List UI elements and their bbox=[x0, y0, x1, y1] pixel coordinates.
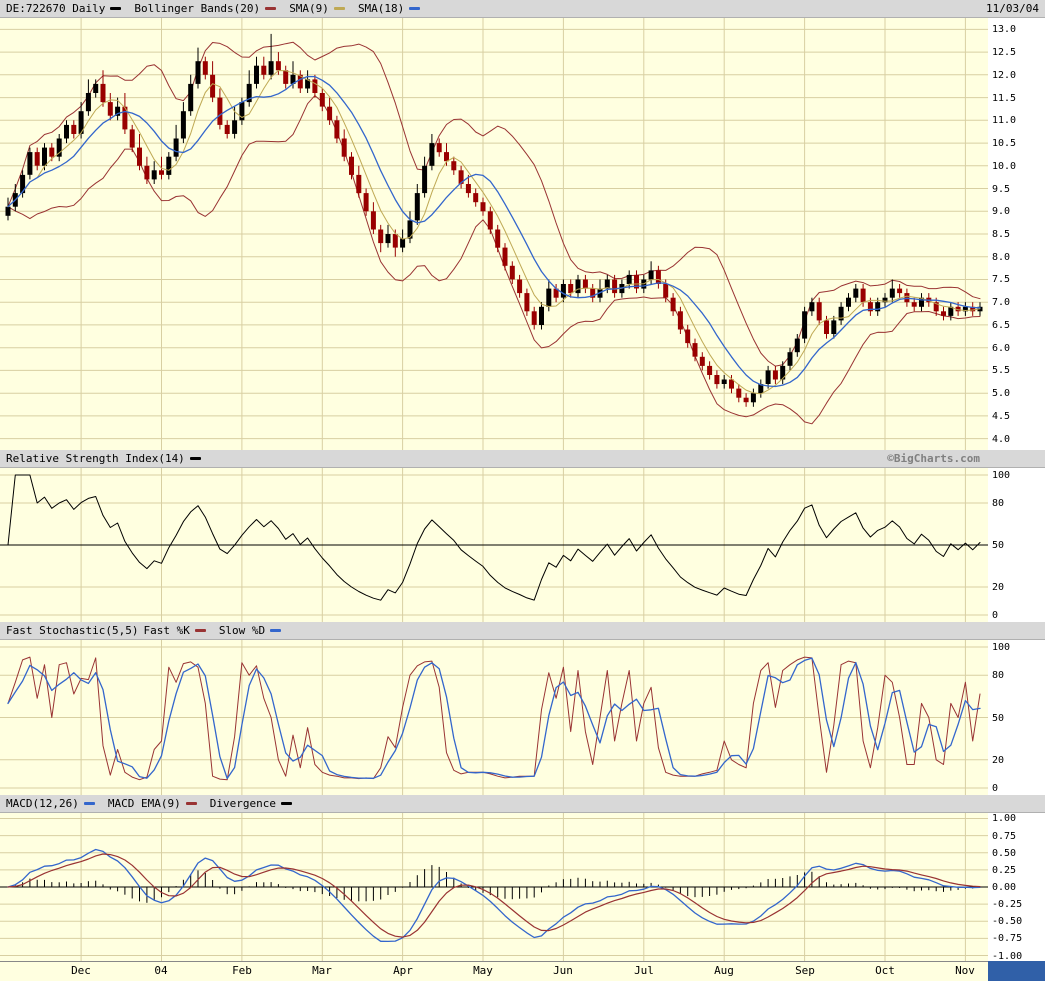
y-axis-label: 7.0 bbox=[992, 297, 1011, 308]
bollinger-legend-label: Bollinger Bands(20) bbox=[134, 1, 261, 15]
y-axis-label: -0.25 bbox=[992, 899, 1023, 910]
sma9-swatch bbox=[333, 7, 345, 10]
y-axis-label: 0.25 bbox=[992, 865, 1017, 876]
y-axis-label: -0.50 bbox=[992, 916, 1023, 927]
y-axis-label: 6.0 bbox=[992, 343, 1011, 354]
x-axis-month-label: Sep bbox=[795, 964, 815, 977]
y-axis-label: 0 bbox=[992, 610, 999, 621]
x-axis-month-label: May bbox=[473, 964, 493, 977]
macd-ema-swatch bbox=[185, 802, 197, 805]
y-axis-label: 0 bbox=[992, 783, 999, 794]
y-axis-label: 100 bbox=[992, 642, 1011, 653]
price-chart-panel bbox=[0, 18, 988, 450]
x-axis-month-label: Jun bbox=[553, 964, 573, 977]
rsi-swatch bbox=[189, 457, 201, 460]
stoch-d-swatch bbox=[270, 629, 282, 632]
y-axis-label: 0.00 bbox=[992, 882, 1017, 893]
y-axis-label: 10.5 bbox=[992, 138, 1017, 149]
y-axis-label: 11.5 bbox=[992, 93, 1017, 104]
rsi-legend-bar: Relative Strength Index(14) ©BigCharts.c… bbox=[0, 450, 1045, 468]
x-axis-month-label: Mar bbox=[312, 964, 332, 977]
macd-chart-panel bbox=[0, 813, 988, 961]
y-axis-label: -1.00 bbox=[992, 951, 1023, 962]
y-axis-label: 6.5 bbox=[992, 320, 1011, 331]
bollinger-swatch bbox=[265, 7, 277, 10]
y-axis-label: 20 bbox=[992, 755, 1005, 766]
y-axis-label: 8.0 bbox=[992, 252, 1011, 263]
y-axis-label: 9.0 bbox=[992, 206, 1011, 217]
corner-logo-block bbox=[988, 961, 1045, 981]
y-axis-label: 0.75 bbox=[992, 831, 1017, 842]
stochastic-title: Fast Stochastic(5,5) bbox=[6, 623, 139, 637]
y-axis-label: 11.0 bbox=[992, 115, 1017, 126]
y-axis-label: 100 bbox=[992, 470, 1011, 481]
y-axis-label: 12.0 bbox=[992, 70, 1017, 81]
x-axis-month-label: 04 bbox=[154, 964, 168, 977]
stochastic-chart-panel bbox=[0, 640, 988, 795]
y-axis-label: 20 bbox=[992, 582, 1005, 593]
y-axis-label: 8.5 bbox=[992, 229, 1011, 240]
sma18-legend-label: SMA(18) bbox=[357, 1, 405, 15]
stoch-k-swatch bbox=[194, 629, 206, 632]
x-axis-strip bbox=[0, 961, 988, 981]
symbol-swatch bbox=[110, 7, 122, 10]
y-axis-label: 9.5 bbox=[992, 184, 1011, 195]
x-axis-month-label: Feb bbox=[232, 964, 252, 977]
y-axis-label: 80 bbox=[992, 498, 1005, 509]
stoch-k-label: Fast %K bbox=[143, 623, 190, 637]
y-axis-label: 4.0 bbox=[992, 434, 1011, 445]
bigcharts-watermark: ©BigCharts.com bbox=[887, 451, 980, 465]
x-axis-month-label: Jul bbox=[634, 964, 654, 977]
macd-legend-bar: MACD(12,26) MACD EMA(9) Divergence bbox=[0, 795, 1045, 813]
symbol-label: DE:722670 Daily bbox=[6, 1, 106, 15]
date-label: 11/03/04 bbox=[986, 1, 1039, 15]
stochastic-legend-bar: Fast Stochastic(5,5) Fast %K Slow %D bbox=[0, 622, 1045, 640]
rsi-chart-panel bbox=[0, 468, 988, 622]
y-axis-label: 0.50 bbox=[992, 848, 1017, 859]
sma18-swatch bbox=[409, 7, 421, 10]
divergence-label: Divergence bbox=[209, 796, 276, 810]
divergence-swatch bbox=[280, 802, 292, 805]
macd-swatch bbox=[83, 802, 95, 805]
x-axis-month-label: Oct bbox=[875, 964, 895, 977]
y-axis-label: 7.5 bbox=[992, 274, 1011, 285]
x-axis-month-label: Apr bbox=[393, 964, 413, 977]
macd-label: MACD(12,26) bbox=[6, 796, 79, 810]
y-axis-label: -0.75 bbox=[992, 933, 1023, 944]
sma9-legend-label: SMA(9) bbox=[289, 1, 329, 15]
y-axis-label: 5.0 bbox=[992, 388, 1011, 399]
y-axis-label: 12.5 bbox=[992, 47, 1017, 58]
y-axis-label: 80 bbox=[992, 670, 1005, 681]
rsi-title: Relative Strength Index(14) bbox=[6, 451, 185, 465]
y-axis-label: 5.5 bbox=[992, 365, 1011, 376]
x-axis-month-label: Dec bbox=[71, 964, 91, 977]
y-axis-label: 50 bbox=[992, 713, 1005, 724]
y-axis-label: 10.0 bbox=[992, 161, 1017, 172]
x-axis-month-label: Aug bbox=[714, 964, 734, 977]
y-axis-label: 13.0 bbox=[992, 24, 1017, 35]
y-axis-label: 50 bbox=[992, 540, 1005, 551]
y-axis-label: 1.00 bbox=[992, 813, 1017, 824]
stoch-d-label: Slow %D bbox=[218, 623, 266, 637]
price-legend-bar: DE:722670 Daily Bollinger Bands(20) SMA(… bbox=[0, 0, 1045, 18]
macd-ema-label: MACD EMA(9) bbox=[107, 796, 181, 810]
x-axis-month-label: Nov bbox=[955, 964, 975, 977]
y-axis-label: 4.5 bbox=[992, 411, 1011, 422]
